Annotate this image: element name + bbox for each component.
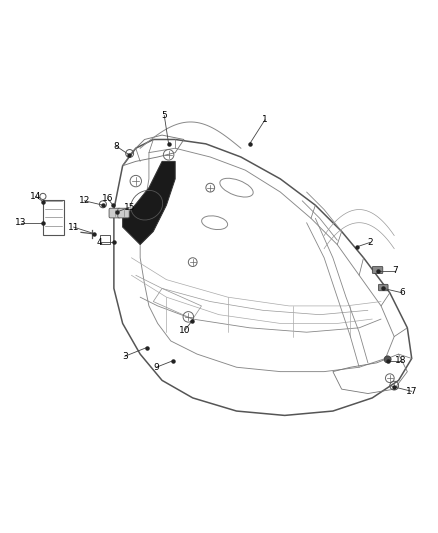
Text: 11: 11 [68,223,79,231]
Text: 15: 15 [124,203,135,212]
Text: 3: 3 [122,352,128,361]
Text: 8: 8 [113,142,119,150]
Text: 7: 7 [392,266,398,276]
FancyBboxPatch shape [109,208,120,218]
Text: 13: 13 [15,218,27,227]
Text: 12: 12 [79,196,90,205]
Text: 5: 5 [161,111,167,120]
Text: 9: 9 [153,363,159,372]
Text: 6: 6 [399,288,405,297]
Text: 4: 4 [97,238,102,247]
Text: 18: 18 [395,356,406,365]
Text: 1: 1 [262,115,268,124]
Bar [100,235,110,244]
Circle shape [384,356,391,363]
Text: 17: 17 [406,387,417,396]
Text: 16: 16 [102,194,113,203]
FancyBboxPatch shape [372,266,383,273]
Polygon shape [123,161,175,245]
Text: 2: 2 [367,238,373,247]
FancyBboxPatch shape [378,284,388,291]
Text: 14: 14 [30,192,42,201]
FancyBboxPatch shape [118,208,129,218]
Text: 10: 10 [179,326,191,335]
